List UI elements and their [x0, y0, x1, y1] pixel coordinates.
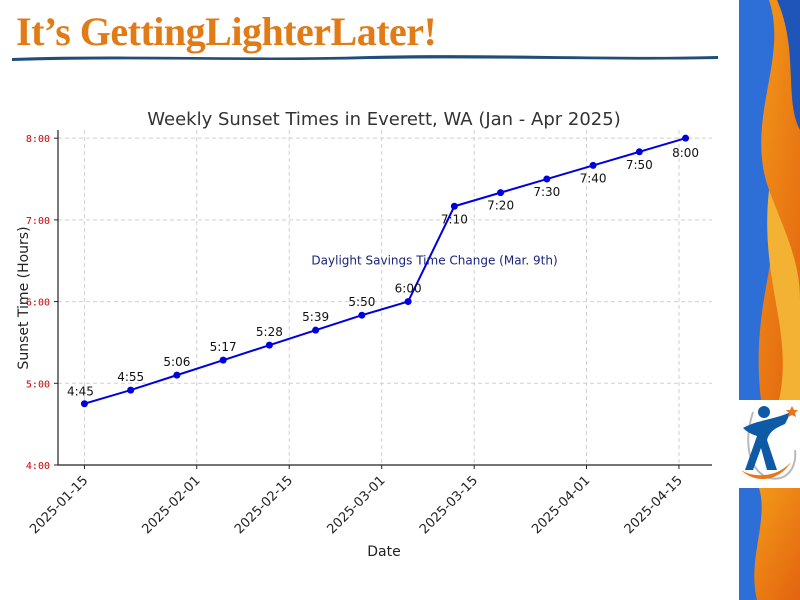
y-tick-label: 7:00	[26, 216, 50, 227]
data-label: 8:00	[672, 146, 699, 160]
sunset-chart: Weekly Sunset Times in Everett, WA (Jan …	[16, 109, 712, 560]
y-axis-label: Sunset Time (Hours)	[16, 226, 32, 369]
data-label: 6:00	[395, 282, 422, 296]
x-tick-label: 2025-02-01	[140, 473, 204, 537]
data-label: 4:45	[67, 385, 94, 399]
y-tick-label: 5:00	[26, 379, 50, 390]
data-point	[497, 189, 505, 197]
data-label: 7:50	[626, 158, 653, 172]
data-label: 7:20	[487, 199, 514, 213]
data-label: 4:55	[117, 370, 144, 384]
data-point	[219, 356, 227, 364]
slide-title: It’s GettingLighterLater!	[16, 9, 437, 54]
y-tick-label: 6:00	[26, 298, 50, 309]
data-label: 5:17	[210, 340, 237, 354]
data-point	[173, 371, 181, 379]
x-tick-label: 2025-03-01	[324, 473, 388, 537]
data-label: 5:06	[163, 355, 190, 369]
annotation-dst: Daylight Savings Time Change (Mar. 9th)	[311, 254, 557, 268]
data-label: 5:39	[302, 310, 329, 324]
x-tick-label: 2025-04-15	[622, 473, 686, 537]
data-point	[404, 298, 412, 306]
data-point	[589, 161, 597, 169]
data-labels: 4:45 4:55 5:06 5:17 5:28 5:39 5:50 6:00 7:10 7:20…	[67, 146, 699, 399]
x-tick-label: 2025-04-01	[529, 473, 593, 537]
data-label: 5:50	[348, 295, 375, 309]
data-label: 5:28	[256, 325, 283, 339]
x-axis-label: Date	[367, 544, 400, 560]
x-tick-label: 2025-03-15	[417, 473, 481, 537]
chart-title: Weekly Sunset Times in Everett, WA (Jan …	[147, 109, 620, 130]
grid-lines	[58, 130, 712, 466]
y-ticks: 4:00 5:00 6:00 7:00 8:00	[26, 134, 58, 472]
logo-icon	[741, 406, 798, 480]
data-label: 7:30	[533, 185, 560, 199]
data-point	[127, 386, 135, 394]
data-point	[635, 148, 643, 156]
y-tick-label: 4:00	[26, 461, 50, 472]
series-line	[84, 137, 686, 405]
data-point	[80, 400, 88, 408]
x-ticks: 2025-01-15 2025-02-01 2025-02-15 2025-03-01…	[27, 465, 686, 537]
y-tick-label: 8:00	[26, 134, 50, 145]
data-point	[543, 175, 551, 183]
data-point	[358, 311, 366, 319]
data-label: 7:10	[441, 212, 468, 226]
data-points	[80, 134, 690, 408]
title-underline	[12, 55, 718, 61]
data-label: 7:40	[580, 171, 607, 185]
data-point	[265, 341, 273, 349]
decorative-side-panel	[739, 0, 800, 600]
data-point	[450, 202, 458, 210]
data-point	[682, 134, 690, 142]
data-point	[312, 326, 320, 334]
x-tick-label: 2025-01-15	[27, 473, 91, 537]
x-tick-label: 2025-02-15	[232, 473, 296, 537]
